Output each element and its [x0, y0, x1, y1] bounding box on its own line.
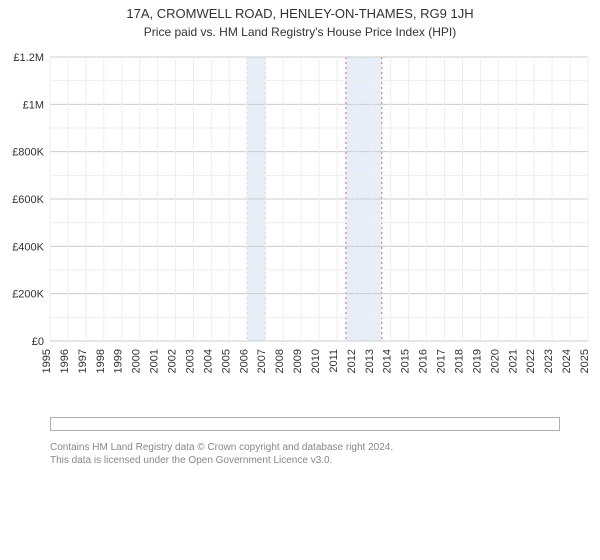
svg-text:2012: 2012 [346, 349, 358, 373]
svg-text:2017: 2017 [436, 349, 448, 373]
svg-text:2019: 2019 [471, 349, 483, 373]
svg-text:£600K: £600K [12, 194, 44, 206]
svg-text:2020: 2020 [489, 349, 501, 373]
svg-text:2004: 2004 [202, 349, 214, 373]
footer-line-1: Contains HM Land Registry data © Crown c… [50, 441, 560, 454]
chart-title-sub: Price paid vs. HM Land Registry's House … [0, 25, 600, 39]
price-vs-hpi-chart: £0 £200K £400K £600K £800K £1M £1.2M 1995 1996 19… [0, 41, 600, 411]
svg-text:2015: 2015 [400, 349, 412, 373]
svg-text:£0: £0 [32, 336, 44, 348]
svg-text:2007: 2007 [256, 349, 268, 373]
svg-text:2003: 2003 [184, 349, 196, 373]
svg-text:2006: 2006 [238, 349, 250, 373]
legend-box [50, 417, 560, 431]
svg-text:2005: 2005 [220, 349, 232, 373]
svg-text:2016: 2016 [418, 349, 430, 373]
title-block: 17A, CROMWELL ROAD, HENLEY-ON-THAMES, RG… [0, 0, 600, 41]
footer-attribution: Contains HM Land Registry data © Crown c… [50, 441, 560, 467]
svg-text:2013: 2013 [364, 349, 376, 373]
svg-text:2021: 2021 [507, 349, 519, 373]
svg-text:£200K: £200K [12, 289, 44, 301]
svg-text:2023: 2023 [543, 349, 555, 373]
svg-text:1999: 1999 [113, 349, 125, 373]
svg-text:2001: 2001 [149, 349, 161, 373]
svg-text:2008: 2008 [274, 349, 286, 373]
svg-text:£1M: £1M [23, 99, 44, 111]
svg-text:2011: 2011 [328, 349, 340, 373]
svg-text:2009: 2009 [292, 349, 304, 373]
svg-text:1995: 1995 [41, 349, 53, 373]
chart-title-main: 17A, CROMWELL ROAD, HENLEY-ON-THAMES, RG… [0, 6, 600, 21]
svg-text:2002: 2002 [167, 349, 179, 373]
footer-line-2: This data is licensed under the Open Gov… [50, 454, 560, 467]
chart-container: £0 £200K £400K £600K £800K £1M £1.2M 1995 1996 19… [0, 41, 600, 411]
svg-text:1996: 1996 [59, 349, 71, 373]
svg-text:2000: 2000 [131, 349, 143, 373]
svg-text:2025: 2025 [579, 349, 591, 373]
svg-text:2022: 2022 [525, 349, 537, 373]
svg-text:£400K: £400K [12, 241, 44, 253]
svg-text:2024: 2024 [561, 349, 573, 373]
svg-text:2010: 2010 [310, 349, 322, 373]
svg-text:1997: 1997 [77, 349, 89, 373]
svg-text:2014: 2014 [382, 349, 394, 373]
svg-text:2018: 2018 [453, 349, 465, 373]
svg-text:1998: 1998 [95, 349, 107, 373]
svg-text:£800K: £800K [12, 147, 44, 159]
svg-text:£1.2M: £1.2M [13, 52, 44, 64]
